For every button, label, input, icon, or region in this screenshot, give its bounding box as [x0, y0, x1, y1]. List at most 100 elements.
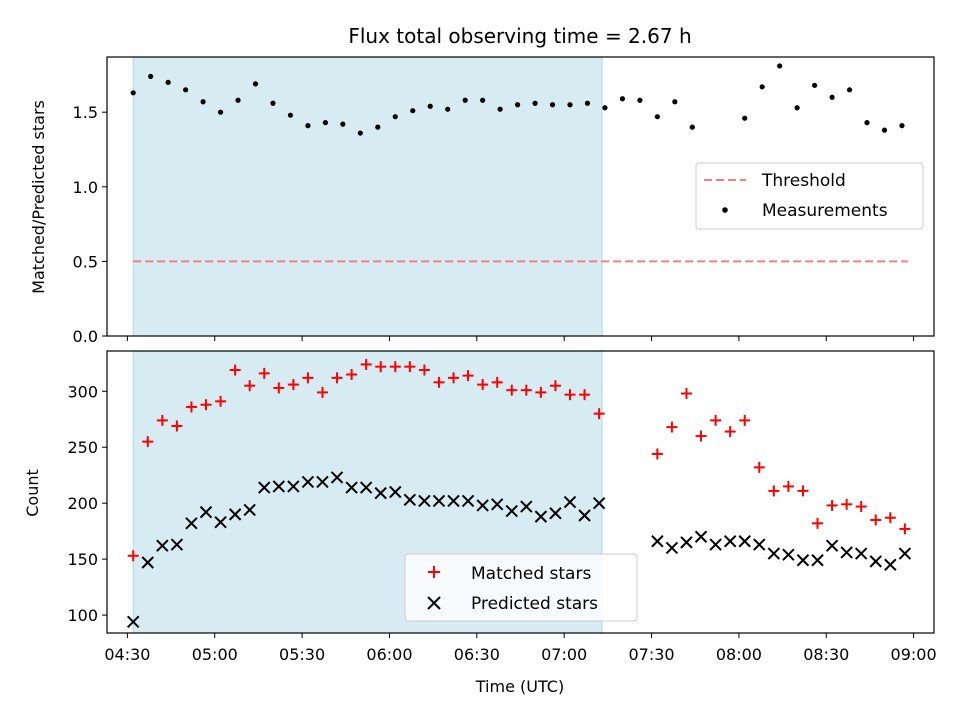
bottom-y-tick-label: 150: [67, 550, 98, 569]
measurement-point: [410, 108, 416, 114]
predicted-star-point: [214, 516, 227, 529]
predicted-star-point: [141, 556, 154, 569]
predicted-star-point: [403, 493, 417, 507]
bottom-legend-box: [404, 553, 638, 622]
predicted-star-point: [461, 494, 475, 508]
predicted-star-point: [592, 496, 606, 510]
predicted-star-point: [127, 615, 140, 629]
top-legend: Threshold Measurements: [695, 162, 924, 230]
measurement-point: [654, 114, 660, 120]
x-tick-label: 07:00: [541, 645, 587, 664]
measurement-points: [130, 63, 905, 136]
measurement-point: [689, 124, 695, 130]
measurement-point: [759, 84, 765, 90]
predicted-star-point: [389, 485, 402, 499]
x-tick-label: 08:30: [803, 645, 849, 664]
measurement-point: [270, 100, 276, 106]
measurement-point: [567, 102, 573, 108]
x-tick-label: 05:30: [279, 645, 325, 664]
bottom-y-tick-label: 100: [67, 606, 98, 625]
bottom-panel: 100 150 200 250 300 04:30 05:00 05:30 06:00 06:3…: [23, 350, 937, 696]
top-y-ticks: 0.0 0.5 1.0 1.5: [73, 103, 107, 346]
predicted-star-point: [447, 494, 460, 508]
top-legend-box: [695, 162, 924, 230]
predicted-star-point: [199, 505, 213, 519]
matched-star-point: [346, 369, 358, 380]
predicted-stars-points: [127, 471, 912, 629]
bottom-legend: Matched stars Predicted stars: [404, 553, 638, 622]
matched-star-point: [884, 512, 896, 524]
predicted-star-point: [796, 554, 810, 567]
predicted-star-point: [665, 541, 679, 555]
x-tick-label: 07:30: [628, 645, 674, 664]
predicted-star-point: [185, 517, 198, 530]
matched-star-point: [389, 361, 401, 373]
matched-star-point: [200, 399, 212, 411]
predicted-star-point: [723, 535, 737, 548]
measurement-point: [392, 114, 398, 120]
predicted-star-point: [374, 486, 387, 500]
matched-star-point: [229, 364, 241, 376]
x-axis-label: Time (UTC): [475, 677, 564, 696]
matched-star-point: [870, 514, 882, 526]
matched-star-point: [797, 485, 809, 497]
matched-star-point: [651, 448, 663, 460]
matched-star-point: [768, 485, 780, 497]
x-tick-label: 04:30: [104, 645, 150, 664]
predicted-star-point: [490, 498, 504, 511]
predicted-star-point: [418, 494, 431, 508]
predicted-star-point: [767, 547, 781, 560]
matched-star-point: [782, 480, 794, 492]
legend-predicted-label: Predicted stars: [471, 594, 598, 614]
measurement-point: [829, 94, 835, 100]
measurement-point: [514, 102, 521, 108]
matched-star-point: [491, 376, 503, 388]
measurement-point: [462, 97, 468, 103]
measurement-point: [183, 87, 189, 93]
measurement-point: [742, 115, 748, 121]
matched-star-point: [360, 358, 372, 370]
legend-matched-swatch: [428, 566, 440, 578]
predicted-star-point: [359, 481, 373, 494]
measurement-point: [794, 105, 800, 111]
predicted-star-point: [884, 558, 897, 571]
legend-predicted-swatch: [427, 596, 441, 610]
predicted-star-point: [578, 509, 591, 522]
matched-star-point: [448, 372, 460, 384]
predicted-star-point: [854, 547, 868, 560]
x-tick-label: 08:00: [716, 645, 762, 664]
matched-star-point: [331, 372, 343, 384]
predicted-star-point: [156, 539, 169, 552]
measurement-point: [200, 99, 206, 105]
matched-star-point: [244, 380, 256, 392]
matched-star-point: [273, 382, 285, 394]
bottom-y-tick-label: 250: [67, 438, 98, 457]
measurement-point: [881, 127, 888, 133]
legend-measurements-swatch: [722, 207, 728, 213]
measurement-point: [130, 90, 136, 96]
legend-matched-label: Matched stars: [471, 564, 591, 584]
predicted-star-point: [432, 494, 446, 508]
predicted-star-point: [898, 547, 912, 560]
matched-star-point: [506, 384, 518, 396]
predicted-star-point: [811, 554, 824, 567]
predicted-star-point: [869, 555, 882, 568]
measurement-point: [812, 82, 818, 88]
bottom-x-ticks: 04:30 05:00 05:30 06:00 06:30 07:00 07:30 08:00…: [104, 633, 937, 664]
measurement-point: [217, 109, 224, 115]
predicted-star-point: [243, 503, 256, 517]
predicted-star-point: [753, 538, 766, 551]
x-tick-label: 06:00: [366, 645, 412, 664]
predicted-star-point: [680, 536, 693, 549]
matched-star-point: [535, 386, 547, 398]
predicted-star-point: [549, 507, 562, 520]
predicted-star-point: [272, 480, 286, 493]
top-y-tick-label: 0.0: [73, 327, 98, 346]
matched-star-point: [287, 379, 299, 391]
measurement-point: [846, 87, 853, 93]
measurement-point: [165, 79, 171, 85]
top-y-tick-label: 1.5: [73, 103, 98, 122]
matched-star-point: [826, 499, 838, 511]
matched-star-point: [855, 501, 867, 513]
